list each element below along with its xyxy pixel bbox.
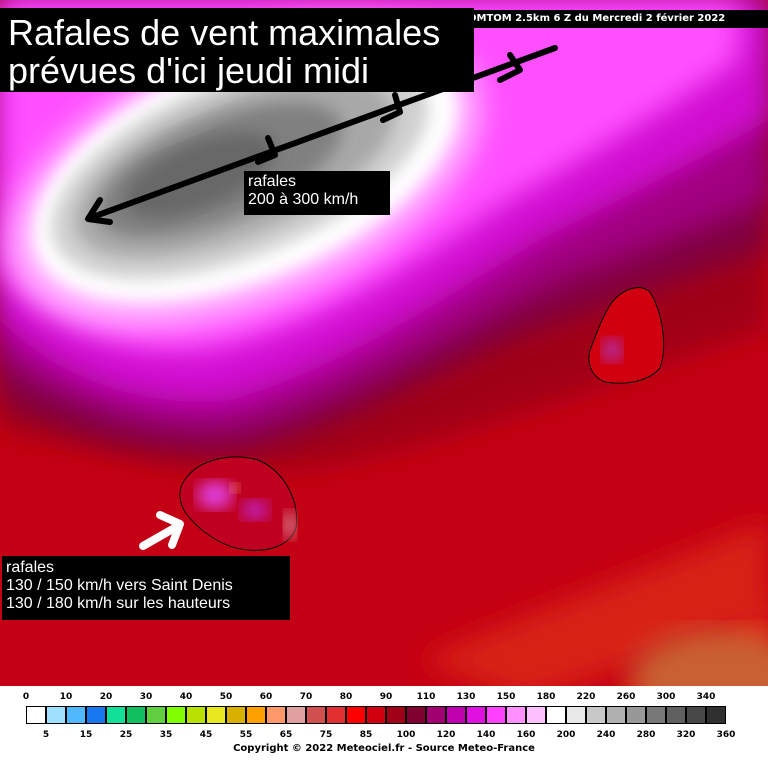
legend-bottom-label: 5: [42, 730, 50, 740]
legend-swatch: [286, 706, 306, 724]
legend-bottom-label: 160: [516, 730, 536, 740]
legend-top-label: 30: [139, 692, 153, 702]
legend-top-label: 180: [536, 692, 556, 702]
legend-swatch: [206, 706, 226, 724]
legend-top-label: 220: [576, 692, 596, 702]
legend-top-label: 40: [179, 692, 193, 702]
legend-swatch: [166, 706, 186, 724]
legend-top-label: 50: [219, 692, 233, 702]
legend-swatch: [346, 706, 366, 724]
legend-swatch: [366, 706, 386, 724]
legend-top-label: 260: [616, 692, 636, 702]
legend-top-label: 300: [656, 692, 676, 702]
legend-swatch: [426, 706, 446, 724]
legend-swatch: [266, 706, 286, 724]
legend-bottom-label: 25: [119, 730, 133, 740]
island-gusts-label: rafales 130 / 150 km/h vers Saint Denis …: [2, 556, 290, 620]
legend-bottom-label: 120: [436, 730, 456, 740]
legend-swatch: [546, 706, 566, 724]
legend-swatch: [26, 706, 46, 724]
legend-top-label: 110: [416, 692, 436, 702]
island-gusts-label-line-2: 130 / 150 km/h vers Saint Denis: [6, 577, 233, 594]
map-title: Rafales de vent maximales prévues d'ici …: [0, 8, 474, 92]
color-legend: 0 10 20 30 40 50 60 70 80 90 110 130 150 180 220 260 300…: [0, 686, 768, 768]
legend-swatch: [706, 706, 726, 724]
legend-bottom-label: 100: [396, 730, 416, 740]
island-gusts-label-line-3: 130 / 180 km/h sur les hauteurs: [6, 595, 231, 612]
legend-top-label: 90: [379, 692, 393, 702]
map-title-line-2: prévues d'ici jeudi midi: [8, 50, 370, 91]
mauritius-island: [588, 287, 665, 384]
legend-swatch: [566, 706, 586, 724]
legend-swatch: [666, 706, 686, 724]
island-pointer-arrow: [139, 511, 184, 550]
legend-swatch: [146, 706, 166, 724]
legend-bottom-label: 65: [279, 730, 293, 740]
legend-swatch: [506, 706, 526, 724]
legend-swatch: [326, 706, 346, 724]
legend-bottom-label: 280: [636, 730, 656, 740]
legend-swatch: [446, 706, 466, 724]
legend-top-label: 60: [259, 692, 273, 702]
legend-swatch: [46, 706, 66, 724]
legend-swatch: [586, 706, 606, 724]
cyclone-gusts-label: rafales 200 à 300 km/h: [244, 171, 390, 215]
copyright-text: Copyright © 2022 Meteociel.fr - Source M…: [233, 743, 535, 754]
legend-top-label: 80: [339, 692, 353, 702]
map-title-line-1: Rafales de vent maximales: [8, 12, 441, 53]
cyclone-gusts-label-line-1: rafales: [248, 173, 297, 190]
legend-bottom-label: 35: [159, 730, 173, 740]
legend-swatch: [186, 706, 206, 724]
legend-swatch: [646, 706, 666, 724]
cyclone-gusts-label-line-2: 200 à 300 km/h: [248, 191, 359, 208]
legend-swatch: [226, 706, 246, 724]
legend-swatch: [466, 706, 486, 724]
legend-top-label: 130: [456, 692, 476, 702]
legend-bottom-label: 320: [676, 730, 696, 740]
legend-swatch: [386, 706, 406, 724]
legend-bottom-label: 45: [199, 730, 213, 740]
legend-top-label: 10: [59, 692, 73, 702]
legend-top-label: 340: [696, 692, 716, 702]
model-run-header: OMTOM 2.5km 6 Z du Mercredi 2 février 20…: [402, 10, 768, 28]
legend-top-label: 0: [22, 692, 30, 702]
cyclone-track-arrow: [85, 45, 558, 225]
legend-swatch: [106, 706, 126, 724]
legend-swatch: [66, 706, 86, 724]
legend-bottom-label: 200: [556, 730, 576, 740]
legend-swatch: [306, 706, 326, 724]
island-gusts-label-line-1: rafales: [6, 559, 55, 576]
legend-swatch: [406, 706, 426, 724]
reunion-island: [179, 456, 298, 551]
legend-swatch: [626, 706, 646, 724]
legend-swatch: [526, 706, 546, 724]
legend-bottom-label: 15: [79, 730, 93, 740]
legend-bottom-label: 85: [359, 730, 373, 740]
legend-bottom-label: 75: [319, 730, 333, 740]
legend-swatch: [686, 706, 706, 724]
legend-top-label: 150: [496, 692, 516, 702]
legend-swatch: [486, 706, 506, 724]
legend-bottom-label: 140: [476, 730, 496, 740]
legend-bottom-label: 55: [239, 730, 253, 740]
legend-top-label: 20: [99, 692, 113, 702]
legend-top-label: 70: [299, 692, 313, 702]
legend-bottom-label: 240: [596, 730, 616, 740]
legend-swatch: [126, 706, 146, 724]
legend-swatch: [606, 706, 626, 724]
legend-swatch: [246, 706, 266, 724]
legend-swatch: [86, 706, 106, 724]
legend-bottom-label: 360: [716, 730, 736, 740]
